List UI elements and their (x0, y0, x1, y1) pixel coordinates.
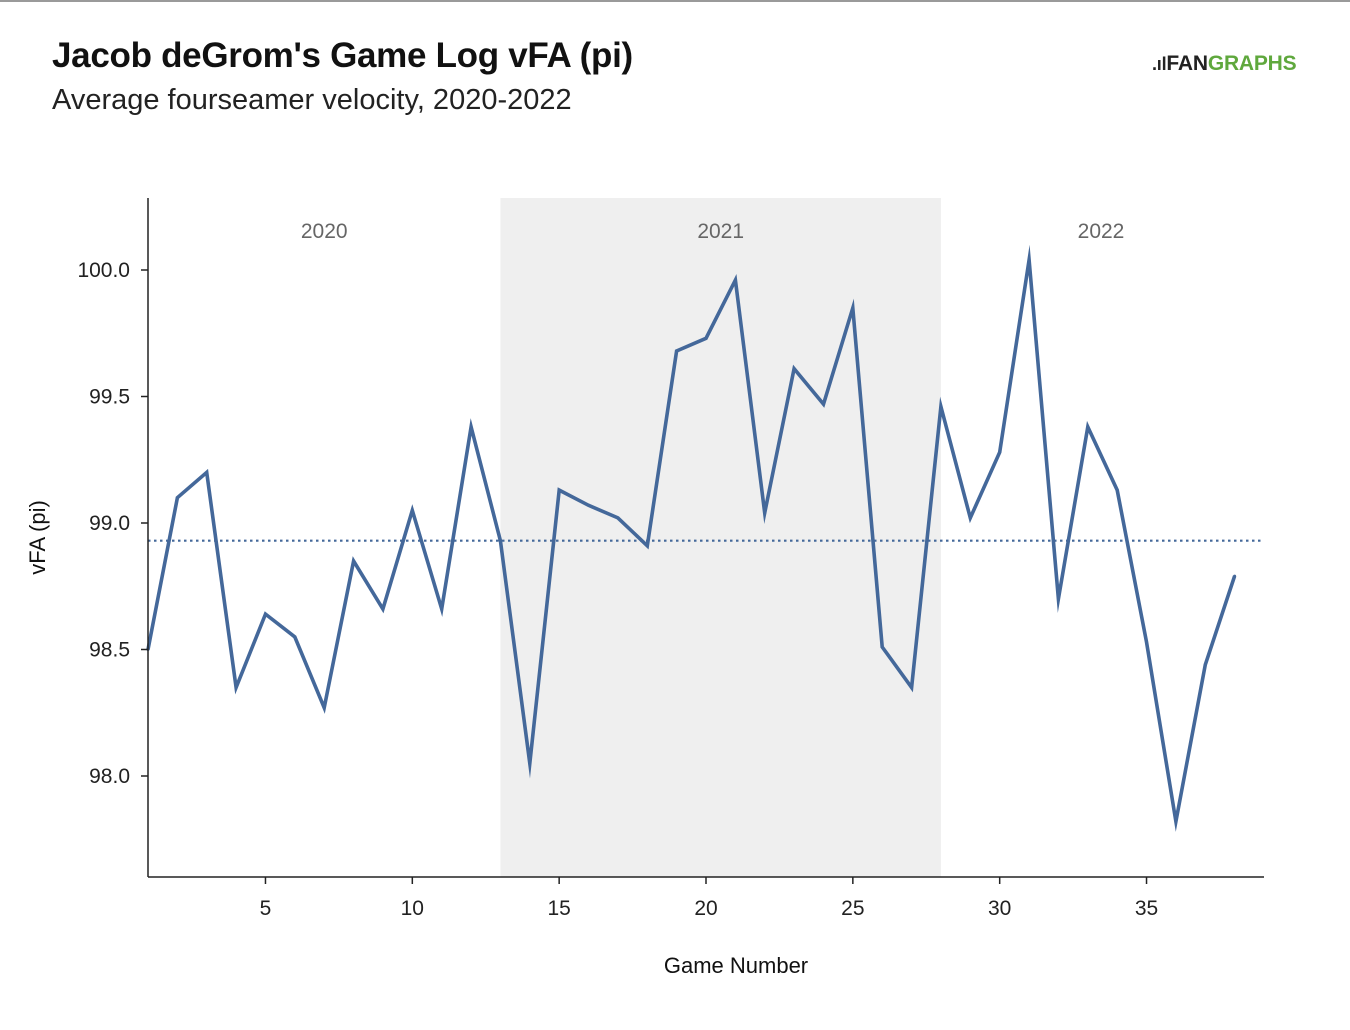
data-point-game-26 (880, 645, 884, 649)
era-label-2021: 2021 (697, 220, 744, 243)
x-tick-label: 5 (260, 897, 272, 920)
data-point-game-38 (1233, 574, 1237, 578)
data-point-game-19 (675, 349, 679, 353)
data-point-game-35 (1145, 640, 1149, 644)
data-point-game-2 (175, 496, 179, 500)
data-point-game-22 (763, 511, 767, 515)
data-point-game-28 (939, 405, 943, 409)
logo-text-graphs: GRAPHS (1207, 52, 1297, 75)
y-tick-label: 100.0 (77, 259, 130, 282)
data-point-game-4 (234, 685, 238, 689)
logo-mark-icon: .ıl (1152, 54, 1167, 74)
top-rule (0, 0, 1350, 2)
chart-title: Jacob deGrom's Game Log vFA (pi) (52, 36, 633, 75)
data-point-game-14 (528, 761, 532, 765)
data-point-game-20 (704, 336, 708, 340)
data-point-game-3 (205, 470, 209, 474)
y-tick-label: 99.5 (89, 386, 130, 409)
era-bands (500, 198, 941, 877)
era-labels: 2020 2021 2022 (301, 220, 1125, 243)
x-axis-label: Game Number (664, 953, 808, 978)
y-axis-label: vFA (pi) (25, 500, 50, 575)
data-point-game-17 (616, 516, 620, 520)
x-tick-label: 35 (1135, 897, 1158, 920)
data-point-game-37 (1203, 663, 1207, 667)
era-label-2020: 2020 (301, 220, 348, 243)
x-tick-label: 20 (694, 897, 717, 920)
x-tick-label: 25 (841, 897, 864, 920)
data-point-game-33 (1086, 425, 1090, 429)
logo-text-fan: FAN (1166, 52, 1208, 75)
data-point-game-25 (851, 306, 855, 310)
data-point-game-5 (263, 612, 267, 616)
data-point-game-6 (293, 635, 297, 639)
data-point-game-12 (469, 425, 473, 429)
data-point-game-8 (352, 559, 356, 563)
x-tick-label: 10 (401, 897, 424, 920)
fangraphs-logo: .ılFANGRAPHS (1152, 52, 1297, 76)
x-tick-label: 30 (988, 897, 1011, 920)
data-point-game-15 (557, 488, 561, 492)
data-point-game-32 (1056, 597, 1060, 601)
y-tick-label: 98.5 (89, 639, 130, 662)
series-line-vfa (146, 244, 1237, 832)
data-point-game-34 (1115, 488, 1119, 492)
data-point-game-11 (440, 607, 444, 611)
data-point-game-9 (381, 607, 385, 611)
x-tick-label: 15 (547, 897, 570, 920)
data-point-game-31 (1027, 258, 1031, 262)
data-point-game-23 (792, 367, 796, 371)
data-point-game-36 (1174, 820, 1178, 824)
y-tick-label: 99.0 (89, 512, 130, 535)
era-band-2021 (500, 198, 941, 877)
x-axis-ticks: 5 10 15 20 25 30 35 (260, 877, 1158, 920)
chart-subtitle: Average fourseamer velocity, 2020-2022 (52, 84, 572, 116)
y-tick-label: 98.0 (89, 765, 130, 788)
data-point-game-13 (498, 539, 502, 543)
data-point-game-30 (998, 450, 1002, 454)
data-point-game-21 (733, 278, 737, 282)
y-axis-ticks: 98.0 98.5 99.0 99.5 100.0 (77, 259, 148, 788)
data-point-game-16 (587, 503, 591, 507)
data-point-game-7 (322, 706, 326, 710)
era-label-2022: 2022 (1078, 220, 1125, 243)
data-point-game-27 (910, 685, 914, 689)
data-point-game-18 (645, 544, 649, 548)
data-point-game-10 (410, 508, 414, 512)
data-point-game-29 (968, 516, 972, 520)
data-point-game-24 (821, 402, 825, 406)
